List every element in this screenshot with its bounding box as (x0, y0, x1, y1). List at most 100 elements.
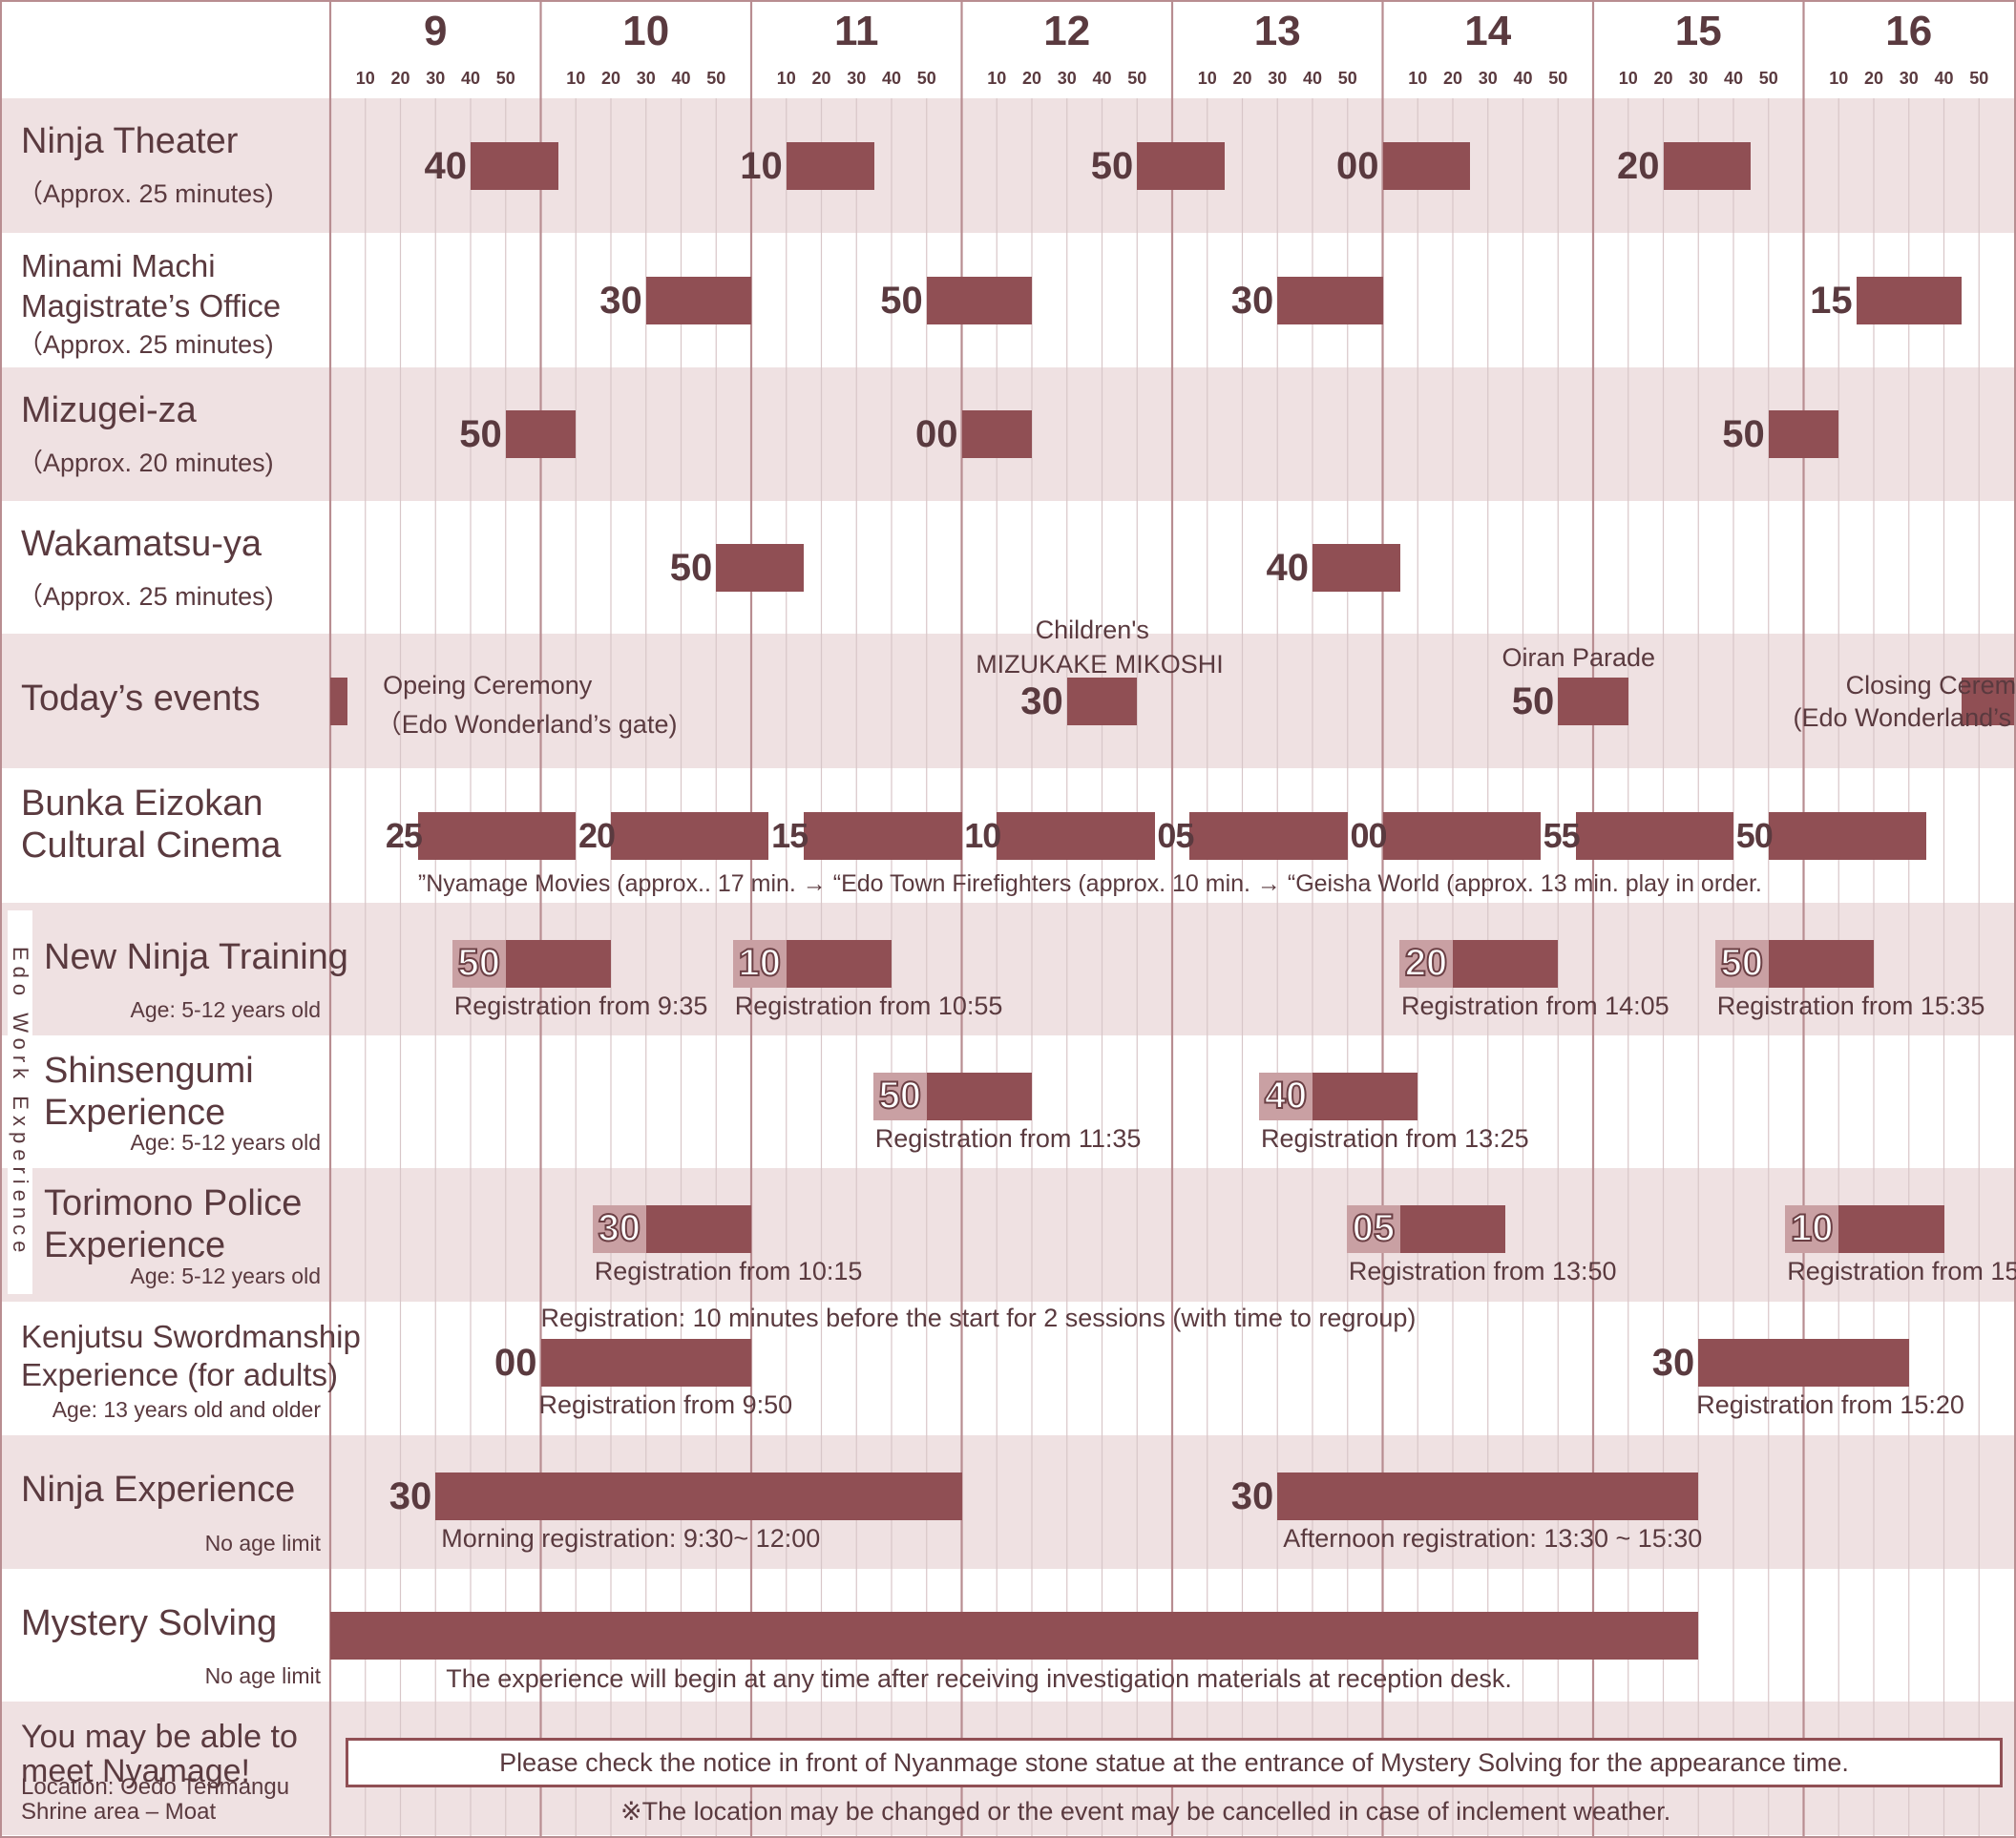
row-note: ”Nyamage Movies (approx.. 17 min. → “Edo… (417, 869, 1762, 897)
row-age-note: No age limit (204, 1531, 321, 1556)
start-minute-label: 10 (964, 815, 1001, 855)
row-title: New Ninja Training (44, 937, 348, 977)
row-title: You may be able to (21, 1719, 298, 1755)
edo-work-experience-label: Edo Work Experience (8, 910, 32, 1294)
row-duration: （Approx. 25 minutes) (17, 179, 274, 208)
start-minute-label: 50 (1090, 144, 1134, 187)
start-minute-label: 40 (424, 144, 468, 187)
row-title: Mystery Solving (21, 1603, 278, 1643)
session-bar (1856, 276, 1962, 324)
start-minute-label: 30 (1651, 1342, 1695, 1384)
minute-tick-label: 30 (636, 69, 656, 88)
minute-tick-label: 20 (1863, 69, 1884, 88)
minute-tick-label: 50 (706, 69, 726, 88)
start-minute-label: 30 (388, 1475, 432, 1517)
start-minute-label: 00 (915, 413, 958, 455)
row-title: Cultural Cinema (21, 825, 282, 866)
registration-note: Afternoon registration: 13:30 ~ 15:30 (1283, 1524, 1703, 1553)
hour-label: 13 (1253, 8, 1301, 54)
session-bar (786, 939, 892, 988)
session-bar (1382, 141, 1471, 190)
nyamage-notice-box: Please check the notice in front of Nyan… (346, 1738, 2003, 1787)
minute-tick-label: 20 (1021, 69, 1042, 88)
session-bar (505, 410, 577, 458)
row-title: Wakamatsu-ya (21, 524, 262, 564)
row-duration: （Approx. 25 minutes) (17, 330, 274, 359)
minute-tick-label: 30 (1689, 69, 1709, 88)
start-minute-label: 00 (1350, 815, 1387, 855)
hour-label: 15 (1674, 8, 1722, 54)
session-bar (330, 677, 348, 725)
session-bar (1189, 811, 1348, 860)
session-bar (540, 1339, 751, 1387)
minute-tick-label: 50 (916, 69, 936, 88)
hour-label: 16 (1885, 8, 1933, 54)
session-bar (716, 543, 805, 592)
row-band (0, 903, 2016, 1035)
start-minute-label: 05 (1157, 815, 1194, 855)
start-minute-badge: 30 (592, 1205, 646, 1253)
hour-label: 12 (1043, 8, 1091, 54)
minute-tick-label: 50 (1337, 69, 1357, 88)
row-age-note: Age: 5-12 years old (130, 997, 321, 1022)
minute-tick-label: 20 (811, 69, 831, 88)
minute-tick-label: 30 (1478, 69, 1498, 88)
session-bar (1768, 410, 1839, 458)
session-bar (926, 276, 1032, 324)
row-title: Shinsengumi (44, 1051, 254, 1091)
minute-tick-label: 40 (1302, 69, 1323, 88)
location-note: Shrine area – Moat (21, 1799, 217, 1825)
session-bar (1698, 1339, 1909, 1387)
session-bar (1558, 677, 1628, 725)
start-minute-badge: 40 (1259, 1072, 1312, 1120)
registration-note: Registration from 15:20 (1696, 1390, 1964, 1419)
start-minute-label: 50 (669, 546, 713, 589)
session-bar (786, 141, 874, 190)
row-duration: （Approx. 20 minutes) (17, 449, 274, 477)
session-bar (645, 1205, 751, 1253)
row-age-note: No age limit (204, 1663, 321, 1688)
registration-note: Registration from 9:50 (538, 1390, 793, 1419)
minute-tick-label: 30 (1268, 69, 1288, 88)
minute-tick-label: 10 (1829, 69, 1849, 88)
row-age-note: Age: 5-12 years old (130, 1264, 321, 1288)
start-minute-label: 50 (1735, 815, 1774, 855)
session-bar (1768, 939, 1874, 988)
session-bar (1399, 1205, 1506, 1253)
session-bar (1838, 1205, 1944, 1253)
registration-note: Registration from 15:35 (1716, 991, 1985, 1020)
event-caption: Oiran Parade (1502, 642, 1656, 672)
registration-note: Registration from 13:50 (1348, 1257, 1617, 1285)
minute-tick-label: 20 (600, 69, 621, 88)
start-minute-label: 55 (1543, 815, 1581, 855)
session-bar (1312, 1072, 1418, 1120)
minute-tick-label: 20 (1232, 69, 1252, 88)
row-title: Experience (for adults) (21, 1357, 338, 1392)
minute-tick-label: 50 (1969, 69, 1989, 88)
start-minute-label: 50 (1511, 679, 1555, 722)
row-duration: （Approx. 25 minutes) (17, 582, 274, 611)
session-bar (961, 410, 1032, 458)
session-bar (1382, 811, 1541, 860)
minute-tick-label: 50 (1758, 69, 1778, 88)
registration-note: Registration from 10:55 (734, 991, 1003, 1020)
minute-tick-label: 10 (566, 69, 586, 88)
hour-label: 11 (833, 8, 879, 54)
registration-note: Morning registration: 9:30~ 12:00 (441, 1524, 821, 1553)
minute-tick-label: 30 (426, 69, 446, 88)
session-bar (1137, 141, 1226, 190)
start-minute-label: 20 (578, 815, 616, 855)
start-minute-label: 40 (1266, 546, 1310, 589)
session-bar (1768, 811, 1927, 860)
event-caption: MIZUKAKE MIKOSHI (976, 649, 1224, 679)
row-title: Kenjutsu Swordmanship (21, 1319, 361, 1354)
session-bar (1575, 811, 1733, 860)
start-minute-label: 30 (599, 279, 642, 322)
minute-tick-label: 10 (1197, 69, 1217, 88)
row-title: Bunka Eizokan (21, 783, 263, 824)
row-title: meet Nyamage! (21, 1753, 250, 1789)
session-bar (330, 1611, 1699, 1660)
minute-tick-label: 50 (495, 69, 515, 88)
start-minute-label: 30 (1020, 679, 1063, 722)
